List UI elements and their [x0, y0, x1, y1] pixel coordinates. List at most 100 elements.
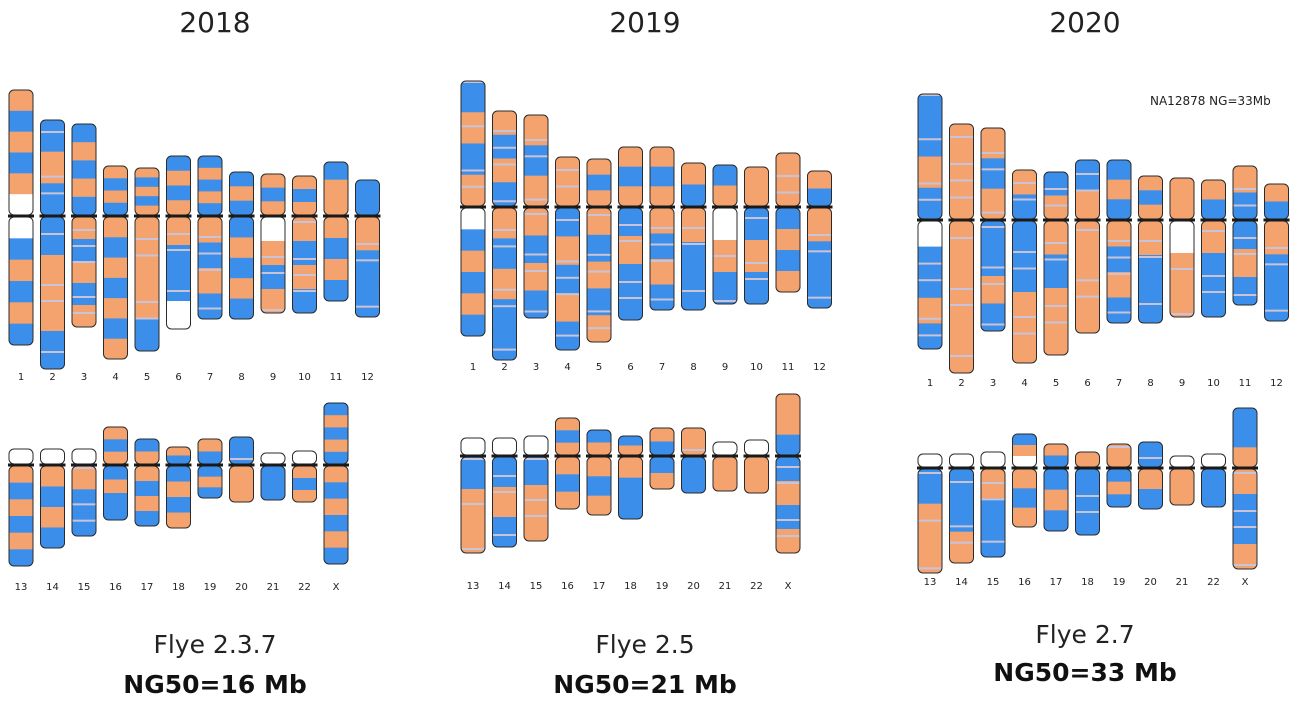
- chromosome-arm: [229, 437, 254, 464]
- chromosome-label: 11: [1239, 378, 1252, 389]
- chromosome-segment: [981, 452, 1005, 467]
- band-stripe: [776, 175, 800, 177]
- chromosome-segment: [198, 487, 222, 498]
- band-stripe: [981, 283, 1005, 285]
- chromosome-segment: [1201, 469, 1226, 489]
- chromosome-segment: [650, 473, 674, 489]
- band-stripe: [524, 155, 548, 158]
- chromosome: 8: [1137, 175, 1164, 389]
- band-stripe: [1107, 311, 1131, 314]
- chromosome-segment: [807, 241, 832, 276]
- chromosome-label: 13: [924, 577, 937, 588]
- chromosome-label: 5: [144, 372, 150, 383]
- chromosome-segment: [1107, 199, 1131, 219]
- chromosome-segment: [103, 217, 128, 238]
- chromosome-segment: [555, 293, 580, 323]
- band-stripe: [681, 243, 706, 245]
- chromosome-arm: [587, 430, 611, 455]
- chromosome-segment: [292, 265, 317, 290]
- chromosome-segment: [981, 248, 1005, 277]
- chromosome-segment: [1138, 190, 1163, 206]
- chromosome-segment: [1044, 444, 1068, 457]
- band-stripe: [524, 310, 548, 313]
- chromosome-label: 1: [470, 362, 476, 373]
- chromosome-segment: [324, 415, 348, 428]
- chromosome-segment: [1201, 199, 1226, 219]
- chromosome-segment: [103, 506, 128, 520]
- chromosome-label: 8: [238, 372, 244, 383]
- chromosome-segment: [461, 250, 485, 273]
- chromosome-arm: [324, 466, 348, 564]
- chromosome-arm: [949, 124, 974, 219]
- chromosome-arm: [618, 436, 643, 455]
- chromosome-segment: [1170, 198, 1194, 219]
- chromosome-segment: [1170, 487, 1194, 505]
- chromosome-segment: [72, 305, 96, 327]
- chromosome-segment: [9, 110, 33, 133]
- chromosome-segment: [776, 505, 800, 530]
- chromosome-segment: [229, 484, 254, 502]
- band-stripe: [555, 293, 580, 296]
- chromosome-segment: [324, 238, 348, 260]
- chromosome-segment: [103, 298, 128, 320]
- chromosome-segment: [40, 120, 65, 153]
- chromosome-arm: [1107, 160, 1131, 219]
- chromosome-segment: [103, 493, 128, 508]
- ng50-value: NG50=16 Mb: [123, 670, 307, 699]
- chromosome-arm: [1075, 469, 1100, 535]
- chromosome-segment: [949, 335, 974, 373]
- chromosome: 8: [228, 171, 255, 383]
- chromosome-segment: [103, 451, 128, 464]
- chromosome-arm: [1201, 469, 1226, 507]
- band-stripe: [355, 305, 380, 308]
- chromosome-segment: [918, 221, 942, 248]
- chromosome-arm: [198, 156, 222, 215]
- chromosome: 16: [554, 417, 581, 592]
- chromosome-label: 16: [561, 581, 574, 592]
- band-stripe: [40, 351, 65, 353]
- chromosome: 20: [1137, 441, 1164, 588]
- chromosome-segment: [229, 298, 254, 319]
- chromosome-label: 6: [175, 372, 181, 383]
- chromosome-label: 17: [593, 581, 606, 592]
- chromosome-segment: [555, 181, 580, 206]
- chromosome-segment: [135, 481, 159, 497]
- chromosome: 2: [491, 110, 518, 373]
- chromosome-segment: [1201, 488, 1226, 507]
- chromosome-segment: [72, 261, 96, 284]
- chromosome-segment: [918, 272, 942, 299]
- chromosome-segment: [981, 158, 1005, 190]
- chromosome-segment: [807, 171, 832, 190]
- band-stripe: [461, 169, 485, 172]
- chromosome-segment: [9, 302, 33, 325]
- band-stripe: [1233, 237, 1257, 239]
- chromosome-arm: [9, 466, 33, 566]
- centromere: [680, 205, 707, 209]
- chromosome: 16: [102, 426, 129, 593]
- chromosome-segment: [618, 208, 643, 237]
- band-stripe: [198, 269, 222, 271]
- chromosome: 10: [743, 166, 770, 373]
- chromosome-segment: [650, 208, 674, 235]
- chromosome-segment: [72, 489, 96, 514]
- chromosome: 12: [354, 179, 381, 383]
- centromere: [460, 454, 486, 458]
- chromosome: 4: [1011, 169, 1038, 389]
- chromosome-segment: [166, 447, 191, 457]
- centromere: [39, 463, 66, 467]
- chromosome-segment: [1075, 189, 1100, 219]
- chromosome-segment: [981, 276, 1005, 305]
- chromosome-label: 11: [330, 372, 343, 383]
- band-stripe: [776, 519, 800, 521]
- chromosome-segment: [555, 442, 580, 455]
- chromosome-arm: [1012, 434, 1037, 467]
- band-stripe: [1233, 510, 1257, 512]
- chromosome-segment: [807, 274, 832, 308]
- centromere: [491, 205, 518, 209]
- chromosome-segment: [135, 205, 159, 215]
- centromere: [617, 205, 644, 209]
- chromosome-label: 14: [955, 577, 968, 588]
- chromosome-segment: [587, 457, 611, 477]
- chromosome-segment: [324, 179, 348, 198]
- chromosome: 2: [39, 119, 66, 383]
